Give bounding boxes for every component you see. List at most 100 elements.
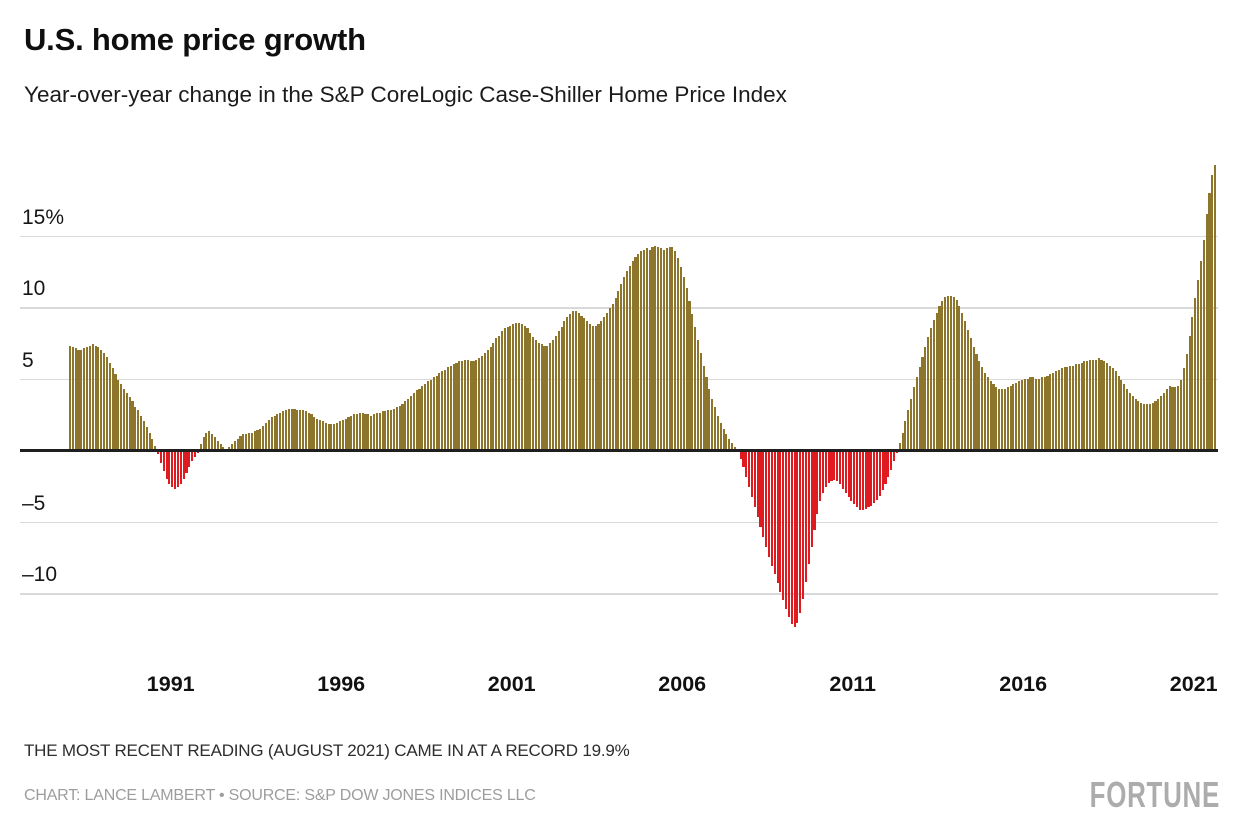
bar-positive [543,345,546,450]
y-axis-tick-label: 5 [22,348,34,372]
bar-positive [1191,317,1194,450]
bar-positive [898,442,901,450]
bar-negative [861,450,864,511]
bar-positive [452,364,455,450]
bar-positive [1162,392,1166,450]
bar-positive [728,438,731,450]
bar-positive [1023,378,1026,450]
bar-positive [401,404,404,450]
bar-positive [1054,371,1058,450]
bar-positive [438,372,441,450]
bar-positive [932,319,935,450]
bar-positive [532,337,535,450]
bar-negative [179,450,182,485]
bar-positive [137,409,140,450]
bar-positive [694,327,697,450]
bar-positive [623,276,626,450]
bar-positive [1197,279,1200,450]
bar-positive [216,441,219,450]
bar-positive [242,434,245,450]
bar-positive [381,411,384,450]
bar-positive [924,347,927,450]
bar-positive [998,388,1001,450]
bar-negative [816,450,819,515]
y-axis-tick-label: –5 [22,491,46,515]
bar-positive [134,407,137,450]
bar-positive [580,315,583,450]
x-axis-tick-label: 2006 [658,672,707,696]
bar-positive [449,365,452,450]
bar-positive [230,444,233,450]
bar-positive [716,415,719,450]
bar-positive [1097,358,1100,450]
bar-positive [1177,385,1180,450]
bar-positive [1091,359,1095,450]
bar-negative [893,450,896,462]
bar-positive [239,435,242,450]
bar-positive [367,414,370,450]
chart-credit-source: CHART: LANCE LAMBERT • SOURCE: S&P DOW J… [24,787,536,804]
bar-negative [796,450,799,624]
bar-positive [523,325,526,450]
bar-positive [1211,175,1214,450]
bar-positive [557,331,560,450]
bar-positive [1015,382,1018,450]
bar-negative [856,450,859,508]
bar-positive [333,424,336,450]
bar-positive [375,412,378,450]
bar-positive [478,358,481,450]
bar-positive [233,441,236,450]
bar-positive [1009,385,1012,450]
bar-positive [256,429,259,450]
bar-positive [588,324,592,450]
bar-positive [989,381,992,450]
bar-positive [549,342,552,450]
bar-negative [793,450,796,628]
bar-positive [463,359,467,450]
bar-positive [961,312,964,450]
bar-negative [748,450,751,488]
bar-positive [455,362,458,450]
bar-positive [296,409,299,450]
bar-negative [870,450,873,506]
bar-positive [688,301,691,450]
bar-positive [358,412,361,450]
y-gridline [20,593,1218,595]
bar-negative [785,450,788,609]
bar-positive [705,377,708,450]
bar-positive [949,295,952,450]
bar-negative [787,450,790,618]
bar-positive [97,347,100,450]
bar-positive [1208,192,1211,450]
bar-positive [489,347,492,450]
bar-positive [958,305,961,450]
bar-positive [446,367,449,450]
bar-negative [767,450,771,558]
bar-positive [219,444,222,450]
bar-negative [836,450,839,482]
y-gridline [20,235,1218,237]
bar-positive [338,421,341,450]
y-axis-tick-label: –10 [22,563,58,586]
x-axis-tick-label: 1996 [317,672,366,696]
bar-negative [165,450,168,479]
bar-positive [245,434,248,450]
bar-positive [404,401,407,450]
bar-positive [534,339,538,450]
bar-positive [966,329,969,450]
bar-positive [574,311,577,450]
bar-negative [844,450,847,493]
bar-negative [830,450,833,482]
bar-positive [713,407,717,450]
bar-negative [159,450,162,463]
bar-positive [370,415,373,450]
bar-positive [122,388,126,450]
bar-positive [1171,387,1174,450]
bar-negative [191,450,194,462]
bar-negative [779,450,782,592]
bar-positive [1060,368,1063,450]
bar-positive [202,437,205,450]
bar-positive [503,328,506,450]
bar-negative [819,450,822,502]
